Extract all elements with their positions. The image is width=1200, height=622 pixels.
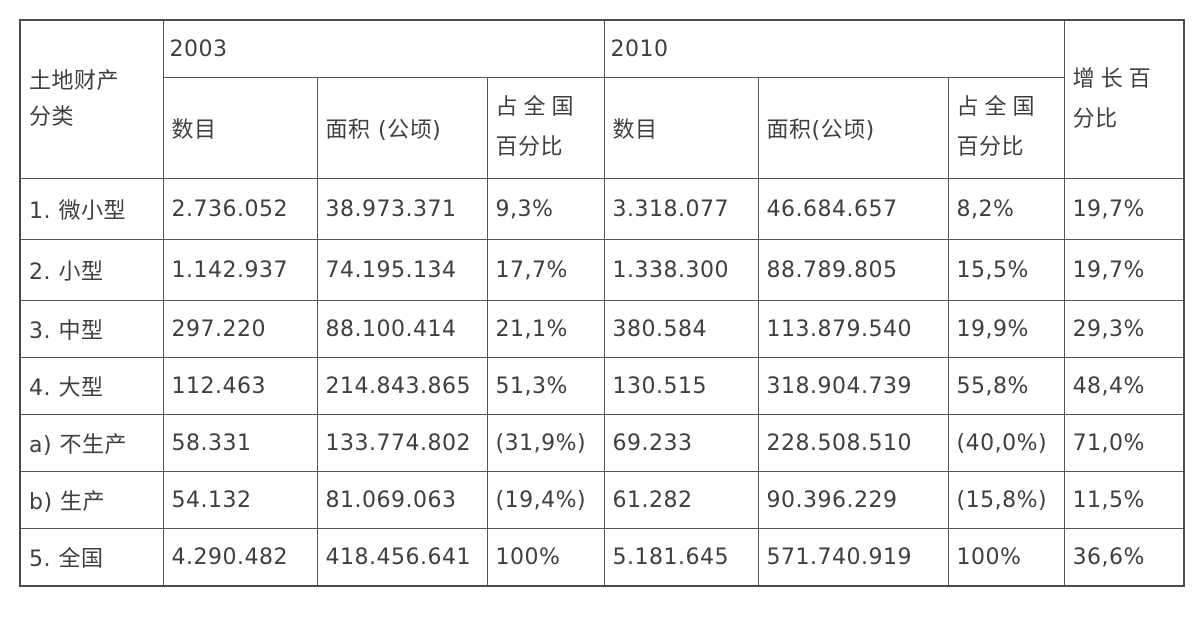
count-2003-cell: 58.331 — [162, 414, 318, 472]
table-row: 2. 小型 1.142.937 74.195.134 17,7% 1.338.3… — [19, 239, 1185, 301]
pct-2010-cell: (15,8%) — [947, 471, 1065, 529]
area-2003-cell: 81.069.063 — [316, 471, 488, 529]
pct-2010-cell: 100% — [947, 528, 1065, 587]
count-2010-cell: 5.181.645 — [603, 528, 759, 587]
area-2010-cell: 318.904.739 — [757, 357, 949, 415]
area-2010-cell: 88.789.805 — [757, 239, 949, 301]
growth-cell: 19,7% — [1063, 178, 1185, 240]
table-row: 3. 中型 297.220 88.100.414 21,1% 380.584 1… — [19, 300, 1185, 358]
area-2003-header: 面积 (公顷) — [316, 77, 488, 179]
year-2003-header: 2003 — [162, 19, 605, 78]
category-header-line1: 土地财产 — [29, 68, 120, 94]
category-header-line2: 分类 — [29, 104, 75, 130]
table-row: a) 不生产 58.331 133.774.802 (31,9%) 69.233… — [19, 414, 1185, 472]
count-2003-cell: 112.463 — [162, 357, 318, 415]
category-cell: 4. 大型 — [19, 357, 164, 415]
count-2010-cell: 69.233 — [603, 414, 759, 472]
pct-2010-cell: 19,9% — [947, 300, 1065, 358]
area-2003-cell: 133.774.802 — [316, 414, 488, 472]
header-row-years: 土地财产 分类 2003 2010 增长百 分比 — [19, 19, 1185, 179]
pct-2003-cell: 51,3% — [486, 357, 605, 415]
area-2003-cell: 88.100.414 — [316, 300, 488, 358]
growth-cell: 29,3% — [1063, 300, 1185, 358]
area-2003-cell: 418.456.641 — [316, 528, 488, 587]
category-cell: 2. 小型 — [19, 239, 164, 301]
growth-cell: 19,7% — [1063, 239, 1185, 301]
pct-2003-header-line2: 百分比 — [495, 135, 564, 160]
count-2003-cell: 297.220 — [162, 300, 318, 358]
area-2003-cell: 38.973.371 — [316, 178, 488, 240]
table-row: b) 生产 54.132 81.069.063 (19,4%) 61.282 9… — [19, 471, 1185, 529]
pct-2003-cell: 9,3% — [486, 178, 605, 240]
category-cell: a) 不生产 — [19, 414, 164, 472]
growth-cell: 36,6% — [1063, 528, 1185, 587]
pct-2010-cell: 15,5% — [947, 239, 1065, 301]
pct-2003-cell: 100% — [486, 528, 605, 587]
growth-cell: 11,5% — [1063, 471, 1185, 529]
count-2010-cell: 3.318.077 — [603, 178, 759, 240]
table-row: 4. 大型 112.463 214.843.865 51,3% 130.515 … — [19, 357, 1185, 415]
pct-2010-header-line2: 百分比 — [956, 135, 1025, 160]
pct-2003-cell: (19,4%) — [486, 471, 605, 529]
table-row: 1. 微小型 2.736.052 38.973.371 9,3% 3.318.0… — [19, 178, 1185, 240]
pct-2003-header-line1: 占全国 — [495, 95, 580, 120]
category-header: 土地财产 分类 — [19, 19, 164, 179]
count-2003-cell: 1.142.937 — [162, 239, 318, 301]
count-2003-header: 数目 — [162, 77, 318, 179]
land-property-table: 土地财产 分类 2003 2010 增长百 分比 数目 面积 (公顷) 占全国 … — [19, 19, 1186, 587]
growth-header: 增长百 分比 — [1063, 19, 1185, 179]
category-cell: 1. 微小型 — [19, 178, 164, 240]
table-container: 土地财产 分类 2003 2010 增长百 分比 数目 面积 (公顷) 占全国 … — [19, 19, 1186, 587]
area-2010-cell: 113.879.540 — [757, 300, 949, 358]
area-2010-cell: 571.740.919 — [757, 528, 949, 587]
growth-cell: 48,4% — [1063, 357, 1185, 415]
growth-header-line2: 分比 — [1072, 106, 1118, 132]
area-2003-cell: 214.843.865 — [316, 357, 488, 415]
pct-2003-cell: 21,1% — [486, 300, 605, 358]
count-2003-cell: 2.736.052 — [162, 178, 318, 240]
count-2010-cell: 380.584 — [603, 300, 759, 358]
pct-2003-cell: (31,9%) — [486, 414, 605, 472]
count-2010-cell: 130.515 — [603, 357, 759, 415]
category-cell: 5. 全国 — [19, 528, 164, 587]
pct-2010-cell: 8,2% — [947, 178, 1065, 240]
area-2003-cell: 74.195.134 — [316, 239, 488, 301]
area-2010-header: 面积(公顷) — [757, 77, 949, 179]
area-2010-cell: 46.684.657 — [757, 178, 949, 240]
pct-2010-header-line1: 占全国 — [956, 95, 1041, 120]
pct-2010-cell: (40,0%) — [947, 414, 1065, 472]
count-2003-cell: 54.132 — [162, 471, 318, 529]
count-2010-cell: 1.338.300 — [603, 239, 759, 301]
table-row: 5. 全国 4.290.482 418.456.641 100% 5.181.6… — [19, 528, 1185, 587]
pct-2010-cell: 55,8% — [947, 357, 1065, 415]
count-2010-cell: 61.282 — [603, 471, 759, 529]
category-cell: b) 生产 — [19, 471, 164, 529]
pct-2003-header: 占全国 百分比 — [486, 77, 605, 179]
count-2010-header: 数目 — [603, 77, 759, 179]
year-2010-header: 2010 — [603, 19, 1065, 78]
pct-2010-header: 占全国 百分比 — [947, 77, 1065, 179]
area-2010-cell: 228.508.510 — [757, 414, 949, 472]
count-2003-cell: 4.290.482 — [162, 528, 318, 587]
category-cell: 3. 中型 — [19, 300, 164, 358]
growth-header-line1: 增长百 — [1072, 66, 1157, 92]
growth-cell: 71,0% — [1063, 414, 1185, 472]
header-row-subcolumns: 数目 面积 (公顷) 占全国 百分比 数目 面积(公顷) 占全国 百分比 — [20, 77, 1184, 179]
pct-2003-cell: 17,7% — [486, 239, 605, 301]
area-2010-cell: 90.396.229 — [757, 471, 949, 529]
